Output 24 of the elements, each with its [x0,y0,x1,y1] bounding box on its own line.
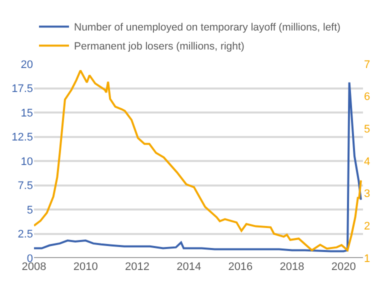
y2-tick-label: 1 [364,252,370,265]
y-tick-label: 15 [20,107,33,120]
y-tick-label: 7.5 [18,180,33,192]
legend-label: Number of unemployed on temporary layoff (millions, left) [74,22,341,34]
y2-tick-label: 4 [364,156,370,168]
y2-tick-label: 7 [364,58,370,71]
y-tick-label: 20 [20,58,33,71]
x-tick-label: 2016 [228,261,253,273]
y-tick-label: 17.5 [12,83,33,96]
legend-label: Permanent job losers (millions, right) [74,40,244,53]
y-tick-label: 5 [26,204,33,216]
x-tick-label: 2014 [176,261,202,273]
y2-tick-label: 6 [364,91,370,104]
x-tick-label: 2018 [280,261,304,273]
y-tick-label: 2.5 [18,228,33,241]
y-tick-label: 10 [20,156,33,168]
y2-tick-label: 2 [364,220,370,233]
y2-tick-label: 5 [364,124,370,136]
x-tick-label: 2020 [331,261,356,273]
x-tick-label: 2012 [124,261,150,273]
x-tick-label: 2010 [73,261,98,273]
y-tick-label: 12.5 [12,132,33,144]
y2-tick-label: 3 [364,188,370,200]
x-tick-label: 2008 [22,261,46,273]
